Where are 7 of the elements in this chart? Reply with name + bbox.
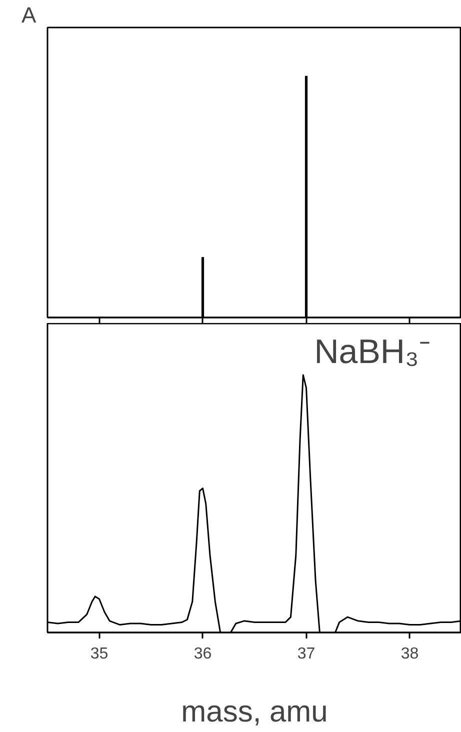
annotation: NaBH₃⁻ bbox=[314, 333, 430, 371]
x-axis-title: mass, amu bbox=[181, 696, 328, 728]
x-tick-label: 37 bbox=[297, 646, 316, 662]
x-tick-label: 36 bbox=[194, 646, 212, 662]
chart-title: A bbox=[22, 2, 36, 28]
x-tick-label: 38 bbox=[400, 646, 419, 662]
x-tick-label: 35 bbox=[90, 646, 108, 662]
